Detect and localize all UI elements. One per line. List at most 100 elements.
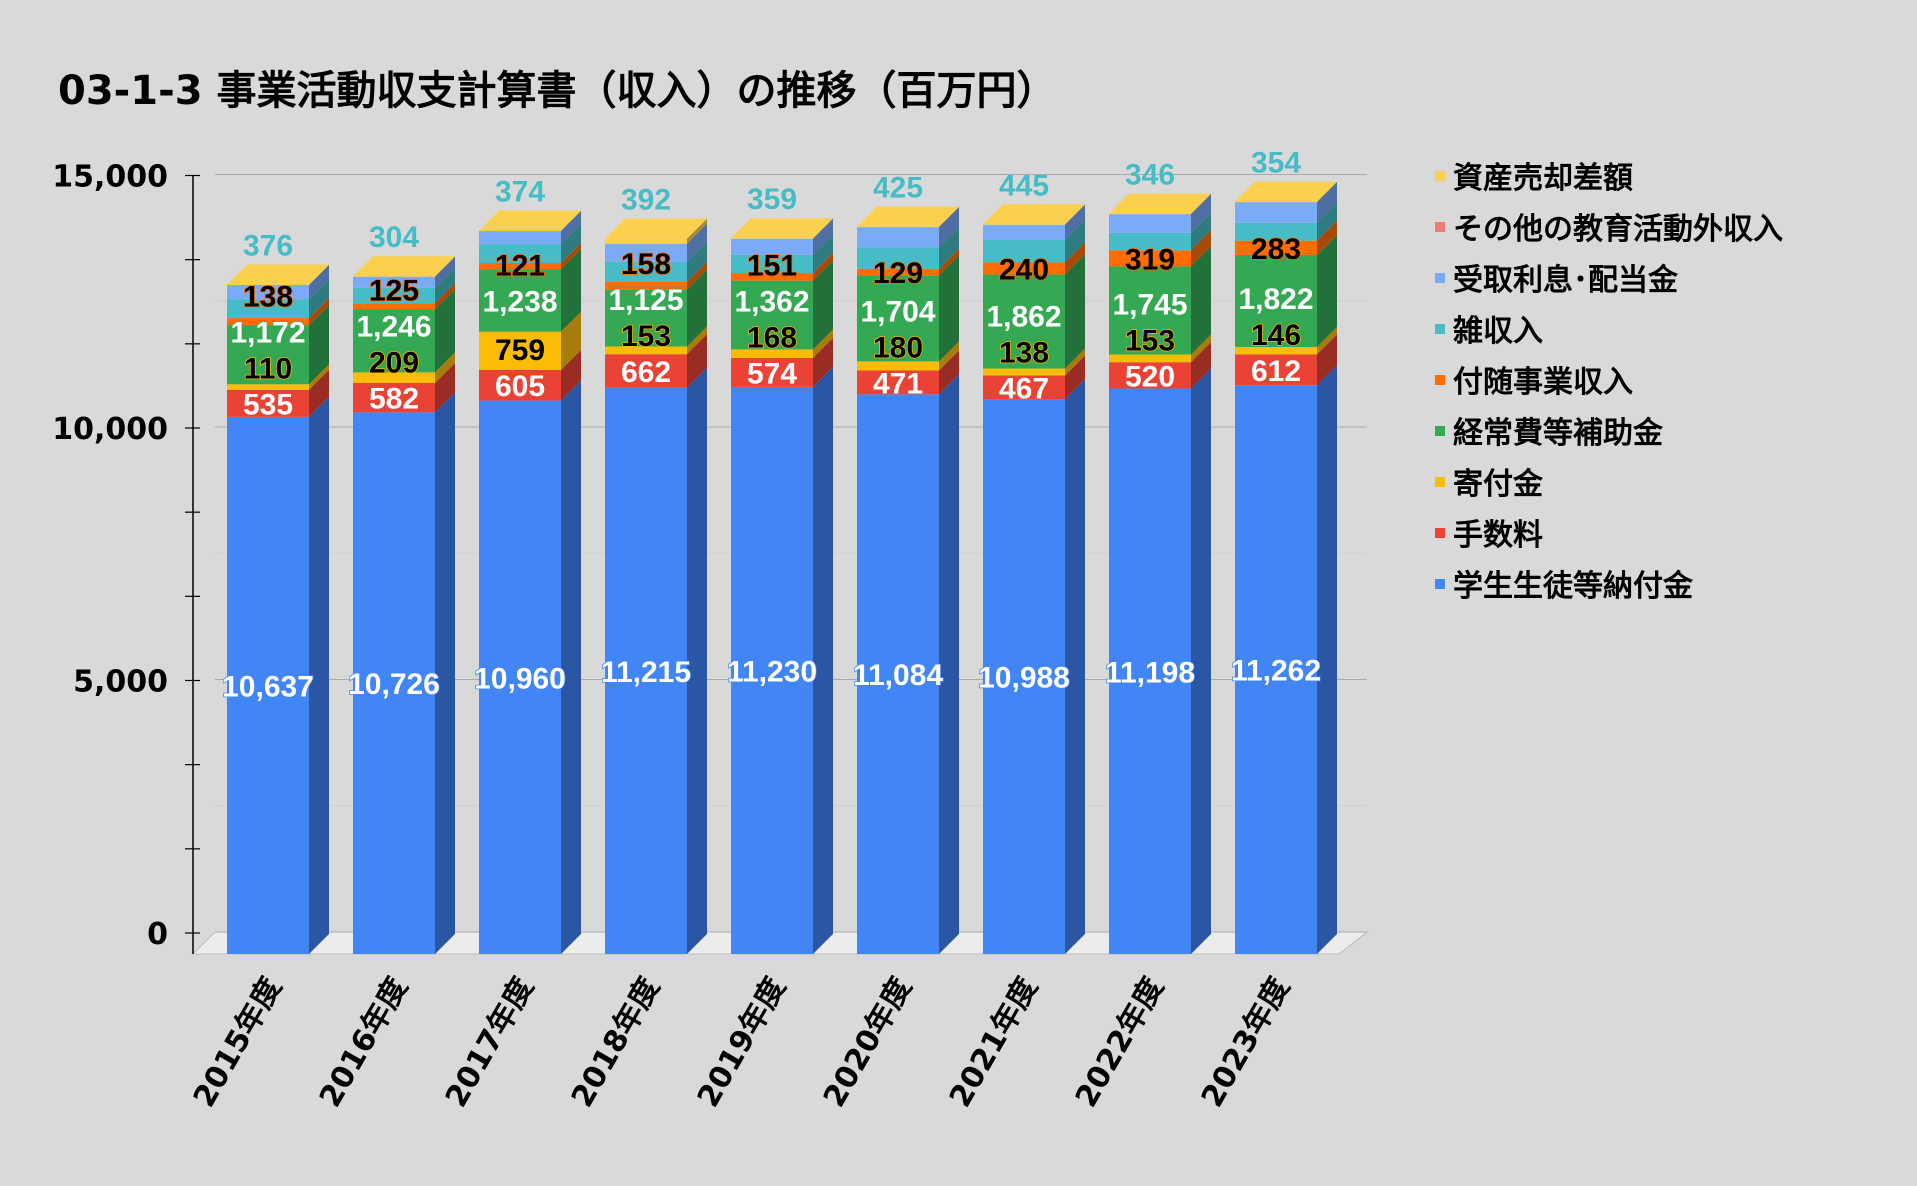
bar-segment xyxy=(857,226,939,228)
bar-segment-side xyxy=(939,374,959,954)
x-tick-label: 2021年度 xyxy=(943,972,1045,1114)
bar-segment xyxy=(731,238,813,239)
data-label: 535 xyxy=(243,388,293,421)
data-label: 1,704 xyxy=(860,295,935,328)
bar-segment xyxy=(983,239,1065,263)
legend-swatch xyxy=(1435,273,1445,283)
bar-segment-side xyxy=(309,279,329,319)
bar-top-face xyxy=(353,256,455,277)
bar-segment-side xyxy=(1317,202,1337,241)
legend-swatch xyxy=(1435,324,1445,334)
bar-segment xyxy=(353,382,435,413)
bar-segment-side xyxy=(561,210,581,231)
data-label: 153 xyxy=(1125,324,1175,357)
bar-segment-side xyxy=(1065,379,1085,955)
bar-segment xyxy=(983,262,1065,275)
bar-segment-side xyxy=(1191,212,1211,251)
bar-segment-side xyxy=(813,218,833,239)
bar-segment xyxy=(983,368,1065,376)
bar-segment xyxy=(605,261,687,282)
legend-label: 資産売却差額 xyxy=(1453,161,1633,196)
data-label: 10,988 xyxy=(978,662,1070,695)
data-label: 1,125 xyxy=(608,284,683,317)
bar-segment xyxy=(1235,354,1317,386)
bar-segment-side xyxy=(687,218,707,244)
bar-segment-side xyxy=(561,249,581,332)
bar-segment xyxy=(983,224,1065,240)
data-label: 445 xyxy=(999,169,1049,202)
bar-segment-side xyxy=(1065,219,1085,263)
bar-segment-side xyxy=(813,218,833,255)
bar-segment-side xyxy=(1191,194,1211,233)
bar-segment xyxy=(479,269,561,332)
bar-segment xyxy=(227,284,309,300)
x-tick-label: 2019年度 xyxy=(691,972,793,1114)
bar-segment-side xyxy=(939,207,959,248)
bar-segment-side xyxy=(939,248,959,276)
bar-segment-side xyxy=(939,341,959,371)
legend-item: その他の教育活動外収入 xyxy=(1435,212,1783,247)
bar-segment-side xyxy=(1317,334,1337,386)
bar-segment xyxy=(857,361,939,371)
bar-segment-side xyxy=(1191,342,1211,389)
data-label: 574 xyxy=(747,357,797,390)
bar-segment xyxy=(479,263,561,270)
bar-segment xyxy=(479,331,561,370)
bar-segment xyxy=(857,394,939,954)
bar-segment xyxy=(857,268,939,276)
bar-segment-side xyxy=(1191,246,1211,355)
bar-top-face xyxy=(731,218,833,239)
data-label: 1,862 xyxy=(986,300,1061,333)
legend-label: 手数料 xyxy=(1453,518,1543,553)
bar-stack xyxy=(983,204,1085,955)
y-tick-label: 0 xyxy=(147,917,168,952)
data-label: 425 xyxy=(873,172,923,205)
data-label: 612 xyxy=(1251,355,1301,388)
data-label: 582 xyxy=(369,383,419,416)
data-label: 146 xyxy=(1251,319,1301,352)
bar-segment-side xyxy=(1191,368,1211,955)
data-label: 10,960 xyxy=(474,662,566,695)
bar-top-face xyxy=(983,204,1085,225)
bar-segment-side xyxy=(561,210,581,245)
bar-segment-side xyxy=(687,241,707,282)
data-label: 662 xyxy=(621,356,671,389)
bar-segment xyxy=(983,274,1065,369)
data-label: 1,745 xyxy=(1112,288,1187,321)
bar-segment-side xyxy=(1191,230,1211,267)
bar-segment-side xyxy=(561,243,581,270)
data-label: 1,172 xyxy=(230,316,305,349)
bar-segment-side xyxy=(1065,254,1085,369)
legend-item: 手数料 xyxy=(1435,518,1543,553)
bar-segment xyxy=(1235,240,1317,255)
data-label: 1,238 xyxy=(482,285,557,318)
bar-segment xyxy=(1235,385,1317,954)
legend-item: 雑収入 xyxy=(1435,314,1543,349)
bar-segment xyxy=(605,281,687,290)
data-label: 283 xyxy=(1251,233,1301,266)
bar-segment xyxy=(353,309,435,373)
data-label: 467 xyxy=(999,372,1049,405)
data-labels: 10,6375351101,17213837610,7265822091,246… xyxy=(221,147,1321,705)
bar-segment xyxy=(1109,354,1191,363)
bar-segment-side xyxy=(435,283,455,310)
bar-segment xyxy=(857,275,939,362)
data-label: 359 xyxy=(747,183,797,216)
legend: 資産売却差額その他の教育活動外収入受取利息･配当金雑収入付随事業収入経常費等補助… xyxy=(1435,161,1783,604)
data-label: 180 xyxy=(873,331,923,364)
bar-segment xyxy=(227,384,309,390)
bar-stack xyxy=(353,256,455,954)
bar-segment-side xyxy=(813,234,833,274)
bar-segment xyxy=(353,276,435,277)
bar-stack xyxy=(479,210,581,954)
x-tick-label: 2023年度 xyxy=(1195,972,1297,1114)
bar-top-face xyxy=(1109,193,1211,214)
bar-segment-side xyxy=(435,352,455,383)
y-tick-label: 15,000 xyxy=(52,160,168,195)
bar-segment xyxy=(605,387,687,955)
data-label: 110 xyxy=(244,352,292,385)
bar-segment-side xyxy=(1317,220,1337,255)
bar-segment-side xyxy=(1317,181,1337,203)
data-label: 125 xyxy=(369,275,419,308)
x-tick-label: 2016年度 xyxy=(313,972,415,1114)
